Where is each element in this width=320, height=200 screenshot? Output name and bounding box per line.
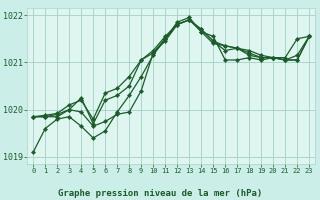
Text: Graphe pression niveau de la mer (hPa): Graphe pression niveau de la mer (hPa) (58, 189, 262, 198)
